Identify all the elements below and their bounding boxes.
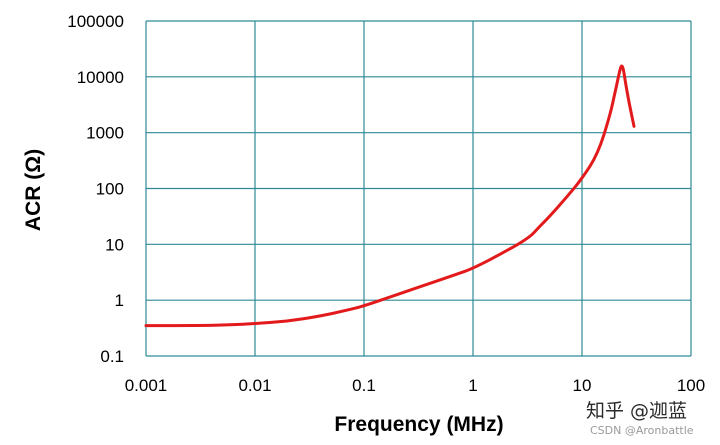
x-tick-label: 10 (573, 376, 592, 395)
y-tick-label: 1000 (86, 124, 124, 143)
x-tick-label: 0.001 (125, 376, 168, 395)
x-tick-label: 100 (677, 376, 705, 395)
y-axis-title: ACR (Ω) (22, 149, 45, 231)
acr-series-line (144, 64, 636, 328)
y-tick-label: 100000 (67, 12, 124, 31)
y-tick-label: 1 (115, 291, 124, 310)
x-tick-label: 1 (468, 376, 477, 395)
x-axis-title: Frequency (MHz) (334, 413, 503, 436)
y-tick-label: 10 (105, 235, 124, 254)
y-tick-label: 10000 (77, 68, 124, 87)
x-tick-label: 0.01 (238, 376, 271, 395)
y-tick-label: 100 (96, 180, 124, 199)
grid (145, 20, 692, 357)
watermark-csdn: CSDN @Aronbattle (590, 424, 694, 437)
watermark-zhihu: 知乎 @迦蓝 (586, 400, 688, 422)
x-axis-ticks: 0.001 0.01 0.1 1 10 100 (125, 376, 705, 395)
x-tick-label: 0.1 (352, 376, 376, 395)
y-axis-ticks: 0.1 1 10 100 1000 10000 100000 (67, 12, 124, 366)
y-tick-label: 0.1 (100, 347, 124, 366)
